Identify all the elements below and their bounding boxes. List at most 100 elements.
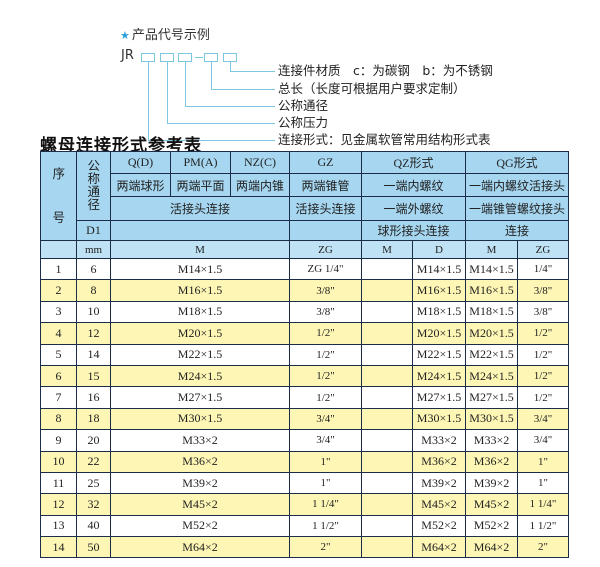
cell-qz-m (361, 536, 413, 559)
cell-dn: 50 (76, 536, 111, 559)
cell-qg-zg: 1" (517, 450, 569, 473)
cell-qg-m: M20×1.5 (465, 322, 518, 345)
cell-qz-m (361, 450, 413, 473)
cell-qz-d: M20×1.5 (412, 322, 466, 345)
cell-qz-m (361, 300, 413, 324)
cell-qg-m: M16×1.5 (465, 279, 518, 302)
cell-qz-m (361, 364, 413, 388)
header-q-desc: 两端球形 (110, 172, 171, 198)
cell-qg-m: M18×1.5 (465, 300, 518, 324)
leader-line (230, 71, 275, 72)
header-seq-text: 序号 (52, 167, 66, 225)
header-qz-m: M (361, 240, 413, 259)
leader-line (211, 61, 212, 89)
table-row: 8 18 M30×1.5 3/4" M30×1.5 M30×1.5 3/4" (40, 407, 569, 431)
cell-qg-zg: 1 1/2" (517, 514, 569, 538)
cell-m: M30×1.5 (110, 407, 290, 431)
cell-no: 11 (40, 471, 77, 495)
cell-qz-d: M30×1.5 (412, 407, 466, 431)
cell-qz-d: M27×1.5 (412, 386, 466, 409)
header-gz-connection: 活接头连接 (289, 196, 362, 222)
cell-qg-m: M45×2 (465, 493, 518, 516)
code-prefix: JR (121, 48, 134, 63)
cell-m: M64×2 (110, 536, 290, 559)
table-row: 5 14 M22×1.5 1/2" M22×1.5 M22×1.5 1/2" (40, 343, 569, 366)
cell-qg-zg: 1/4" (517, 257, 569, 281)
leader-line (185, 61, 186, 106)
leader-line (211, 89, 275, 90)
cell-dn: 10 (76, 300, 111, 324)
cell-dn: 18 (76, 407, 111, 431)
cell-qg-zg: 1/2" (517, 386, 569, 409)
cell-m: M33×2 (110, 429, 290, 452)
cell-qz-d: M22×1.5 (412, 343, 466, 366)
cell-m: M14×1.5 (110, 257, 290, 281)
table-row: 7 16 M27×1.5 1/2" M27×1.5 M27×1.5 1/2" (40, 386, 569, 409)
cell-no: 1 (40, 257, 77, 281)
cell-qg-zg: 1 1/4" (517, 493, 569, 516)
cell-no: 5 (40, 343, 77, 366)
header-seq: 序号 (40, 151, 77, 241)
cell-qg-zg: 1/2" (517, 322, 569, 345)
cell-dn: 14 (76, 343, 111, 366)
code-example-title: ★ 产品代号示例 (120, 24, 210, 43)
header-qg-desc: 一端内螺纹活接头 (465, 172, 569, 198)
cell-dn: 15 (76, 364, 111, 388)
label-material: 连接件材质 c：为碳钢 b：为不锈钢 (278, 63, 493, 78)
cell-no: 8 (40, 407, 77, 431)
table-row: 3 10 M18×1.5 3/8" M18×1.5 M18×1.5 3/8" (40, 300, 569, 324)
header-qz-d: D (412, 240, 466, 259)
cell-no: 4 (40, 322, 77, 345)
header-gz-desc: 两端锥管 (289, 172, 362, 198)
cell-qz-d: M18×1.5 (412, 300, 466, 324)
leader-line (230, 61, 231, 71)
cell-m: M24×1.5 (110, 364, 290, 388)
cell-dn: 40 (76, 514, 111, 538)
cell-qg-m: M14×1.5 (465, 257, 518, 281)
cell-dn: 6 (76, 257, 111, 281)
label-length: 总长（长度可根据用户要求定制） (278, 81, 466, 96)
cell-qz-d: M64×2 (412, 536, 466, 559)
header-blank (289, 220, 362, 241)
cell-qz-m (361, 493, 413, 516)
cell-qg-zg: 3/8" (517, 300, 569, 324)
code-separator (195, 57, 203, 58)
cell-zg: 1/2" (289, 343, 362, 366)
cell-no: 3 (40, 300, 77, 324)
cell-qz-m (361, 471, 413, 495)
cell-qg-m: M64×2 (465, 536, 518, 559)
cell-m: M39×2 (110, 471, 290, 495)
cell-qz-m (361, 257, 413, 281)
cell-zg: 3/4" (289, 429, 362, 452)
cell-zg: 2" (289, 536, 362, 559)
cell-dn: 8 (76, 279, 111, 302)
cell-m: M18×1.5 (110, 300, 290, 324)
leader-line (167, 61, 168, 123)
cell-qg-zg: 1" (517, 471, 569, 495)
cell-zg: 3/8" (289, 279, 362, 302)
cell-qz-m (361, 279, 413, 302)
star-icon: ★ (120, 29, 130, 42)
label-pressure: 公称压力 (278, 115, 329, 130)
cell-qz-m (361, 407, 413, 431)
cell-m: M36×2 (110, 450, 290, 473)
cell-no: 10 (40, 450, 77, 473)
header-pm-desc: 两端平面 (170, 172, 231, 198)
header-zg: ZG (289, 240, 362, 259)
cell-qz-m (361, 322, 413, 345)
header-blank (110, 220, 290, 241)
cell-m: M16×1.5 (110, 279, 290, 302)
header-union-connection: 活接头连接 (110, 196, 290, 222)
cell-m: M22×1.5 (110, 343, 290, 366)
cell-dn: 22 (76, 450, 111, 473)
header-qz-connection: 一端外螺纹 (361, 196, 466, 222)
cell-no: 13 (40, 514, 77, 538)
cell-qg-m: M24×1.5 (465, 364, 518, 388)
cell-m: M20×1.5 (110, 322, 290, 345)
header-nz: NZ(C) (230, 151, 290, 174)
table-row: 11 25 M39×2 1" M39×2 M39×2 1" (40, 471, 569, 495)
cell-zg: 1" (289, 450, 362, 473)
cell-qg-m: M27×1.5 (465, 386, 518, 409)
cell-m: M45×2 (110, 493, 290, 516)
cell-qg-zg: 3/4" (517, 429, 569, 452)
